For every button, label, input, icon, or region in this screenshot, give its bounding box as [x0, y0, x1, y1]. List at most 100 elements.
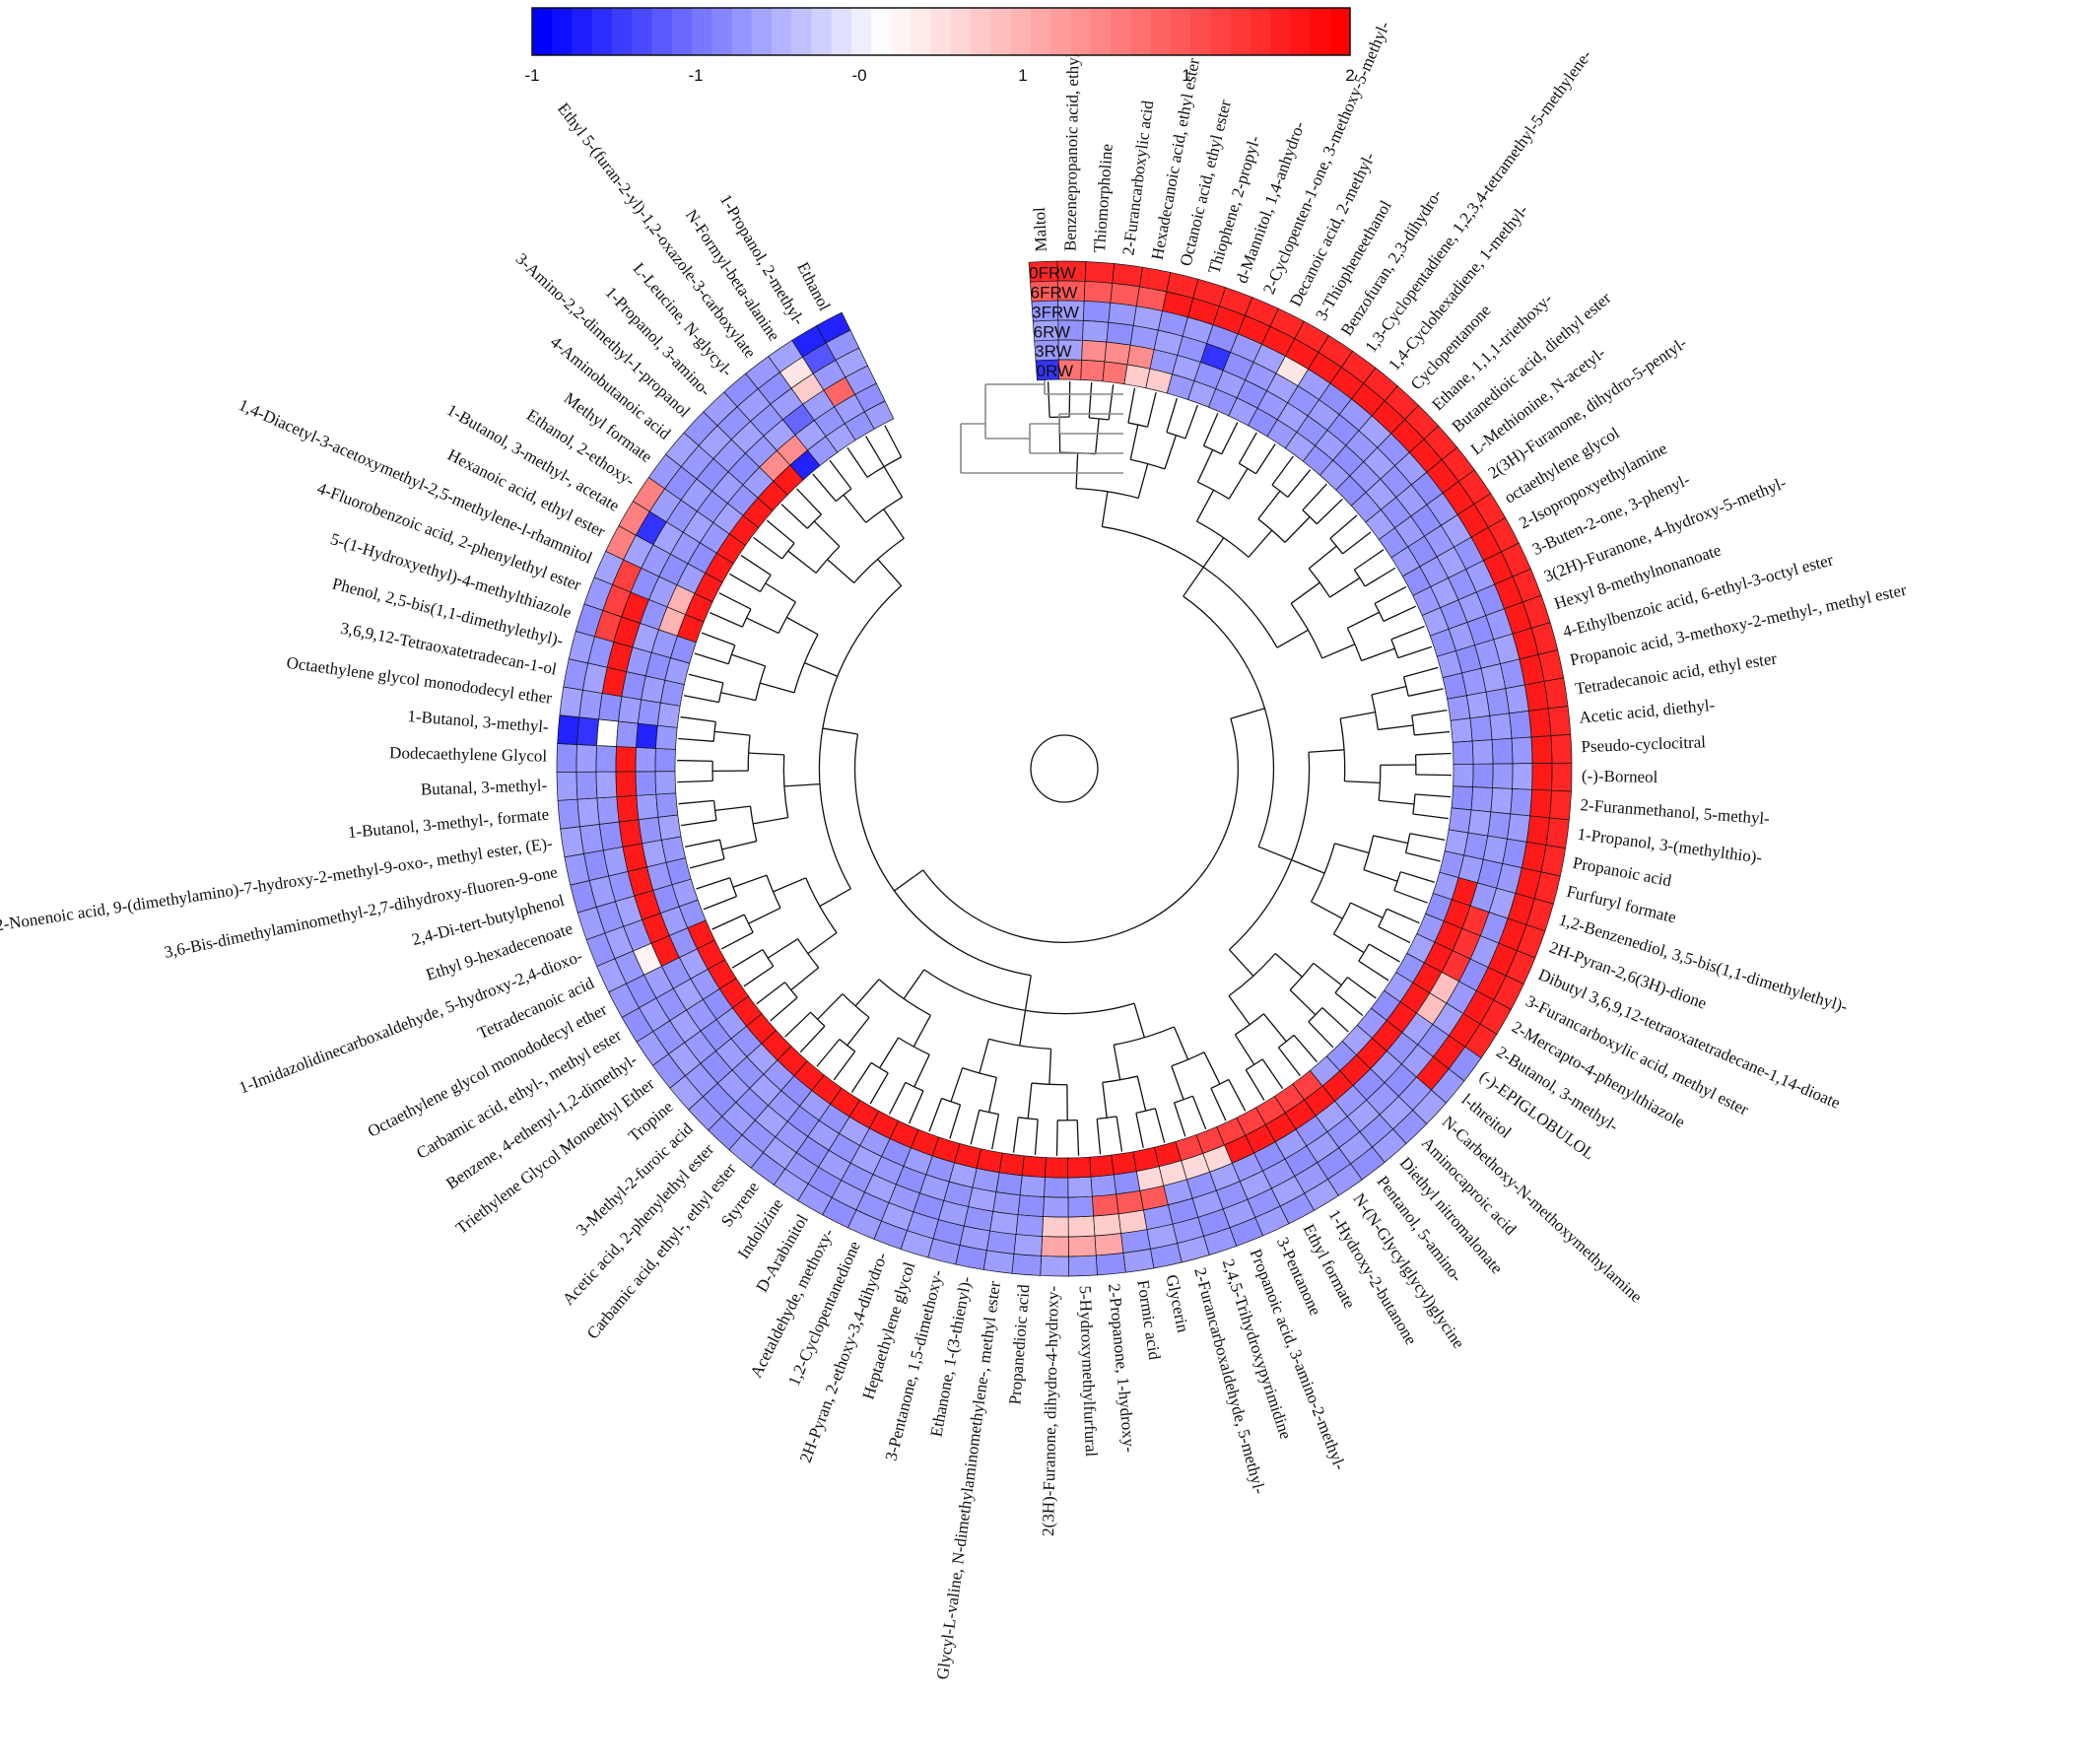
dendrogram-branch [696, 877, 730, 890]
dendrogram-branch [1378, 925, 1411, 944]
dendrogram-branch [869, 1072, 889, 1105]
heatmap-cell-0RW-31 [1448, 807, 1472, 834]
dendrogram-branch [729, 573, 761, 593]
heatmap-cell-6RW-26 [1485, 688, 1510, 716]
dendrogram-branch [804, 662, 839, 677]
colorbar-swatch [572, 8, 593, 55]
dendrogram-arc [1102, 525, 1278, 648]
heatmap-cell-6FRW-85 [575, 744, 597, 773]
dendrogram-branch [1397, 645, 1433, 659]
dendrogram-branch [1238, 432, 1257, 464]
dendrogram-branch [1412, 813, 1449, 820]
heatmap-cell-6FRW-86 [576, 716, 600, 746]
heatmap-cell-6RW-56 [1067, 1195, 1095, 1218]
heatmap-cell-6RW-55 [1091, 1193, 1119, 1217]
ring-label-3RW: 3RW [1035, 342, 1071, 361]
compound-label: Acetic acid, diethyl- [1579, 696, 1717, 727]
dendrogram-arc [741, 608, 752, 628]
dendrogram-arc [1135, 1108, 1156, 1115]
heatmap-cell-3RW-56 [1067, 1176, 1093, 1198]
colorbar-swatch [1270, 8, 1291, 55]
heatmap-cell-0RW-29 [1453, 763, 1474, 787]
colorbar-swatch [1190, 8, 1211, 55]
dendrogram-branch [1378, 724, 1414, 731]
dendrogram-branch [740, 555, 772, 576]
colorbar-swatch [1170, 8, 1191, 55]
dendrogram-branch [1414, 730, 1451, 736]
heatmap-cell-0RW-60 [976, 1148, 1003, 1174]
dendrogram-branch [1154, 1108, 1166, 1143]
heatmap-cell-6RW-29 [1492, 763, 1514, 789]
heatmap-cell-6FRW-27 [1527, 708, 1552, 738]
dendrogram-branch [903, 969, 925, 999]
colorbar-swatch [1130, 8, 1152, 55]
dendrogram-branch [1379, 799, 1415, 805]
dendrogram-branch [991, 1114, 1000, 1150]
dendrogram-arc [762, 949, 775, 967]
dendrogram-arc [870, 1061, 889, 1074]
heatmap-cell-0RW-30 [1451, 785, 1473, 811]
colorbar-tick-label: 1 [1018, 66, 1027, 85]
dendrogram-branch [1321, 644, 1356, 659]
dendrogram-branch [1027, 1082, 1033, 1119]
heatmap-cell-3RW-87 [638, 699, 661, 726]
dendrogram-arc [1308, 1007, 1323, 1023]
dendrogram-branch [1274, 953, 1303, 978]
dendrogram-branch [908, 1090, 924, 1124]
dendrogram-branch [1271, 455, 1294, 486]
dendrogram-branch [913, 1014, 931, 1048]
heatmap-cell-0RW-56 [1067, 1156, 1092, 1179]
dendrogram-branch [1353, 549, 1385, 571]
heatmap-cell-0FRW-57 [1040, 1255, 1069, 1277]
colorbar-swatch [1070, 8, 1092, 55]
dendrogram-branch [1228, 949, 1254, 977]
colorbar-tick-label: 1 [1182, 66, 1190, 85]
compound-label: Glycyl-L-valine, N-dimethylaminomethylen… [933, 1280, 1004, 1681]
dendrogram-branch [1373, 835, 1408, 845]
dendrogram-branch [681, 819, 717, 827]
dendrogram-branch [883, 466, 904, 498]
colorbar-tick-label: -1 [688, 66, 703, 85]
dendrogram-arc [781, 542, 795, 560]
colorbar-swatch [990, 8, 1012, 55]
heatmap-cell-3RW-27 [1469, 714, 1493, 742]
dendrogram-branch [1371, 685, 1407, 696]
dendrogram-branch [1171, 1065, 1184, 1100]
dendrogram-branch [718, 592, 752, 610]
heatmap-cell-3FRW-59 [989, 1210, 1019, 1235]
compound-label: 3-Amino-2,2-dimethyl-1-propanol [512, 249, 695, 421]
dendrogram-branch [799, 1025, 826, 1053]
heatmap-cell-0RW-53 [1132, 1146, 1160, 1172]
dendrogram-arc [1102, 1075, 1138, 1084]
dendrogram-branch [1137, 463, 1149, 499]
heatmap-cell-3RW-28 [1471, 739, 1494, 765]
heatmap-cell-0RW-104 [863, 400, 895, 430]
dendrogram-branch [1291, 859, 1325, 874]
dendrogram-branch [1047, 381, 1050, 418]
dendrogram-branch [1346, 977, 1377, 999]
heatmap-cell-6RW-2 [1082, 320, 1110, 343]
dendrogram-branch [683, 695, 719, 704]
dendrogram-arc [1308, 568, 1331, 598]
compound-label: Benzenepropanoic acid, ethyl ester [1060, 17, 1082, 251]
dendrogram-branch [1202, 412, 1219, 446]
colorbar-swatch [891, 8, 913, 55]
dendrogram-branch [743, 965, 775, 987]
colorbar-tick-label: -1 [524, 66, 539, 85]
ring-label-6FRW: 6FRW [1031, 283, 1078, 302]
dendrogram-branch [1173, 1102, 1186, 1137]
heatmap-cell-0RW-87 [656, 702, 681, 728]
dendrogram-branch [701, 632, 736, 646]
heatmap-cell-6FRW-55 [1094, 1233, 1124, 1256]
dendrogram-branch [816, 1039, 841, 1067]
dendrogram-branch [913, 1053, 930, 1088]
compound-labels: Maltol Benzenepropanoic acid, ethyl ester… [0, 17, 1909, 1681]
dendrogram-branch [1358, 960, 1389, 982]
heatmap-cell-3FRW-28 [1511, 736, 1533, 765]
heatmap-cell-6FRW-57 [1041, 1236, 1069, 1257]
heatmap-cell-6RW-87 [618, 696, 643, 724]
heatmap-cell-3RW-82 [638, 816, 662, 845]
dendrogram-branch [1408, 688, 1444, 697]
colorbar-tick-label: -0 [851, 66, 866, 85]
